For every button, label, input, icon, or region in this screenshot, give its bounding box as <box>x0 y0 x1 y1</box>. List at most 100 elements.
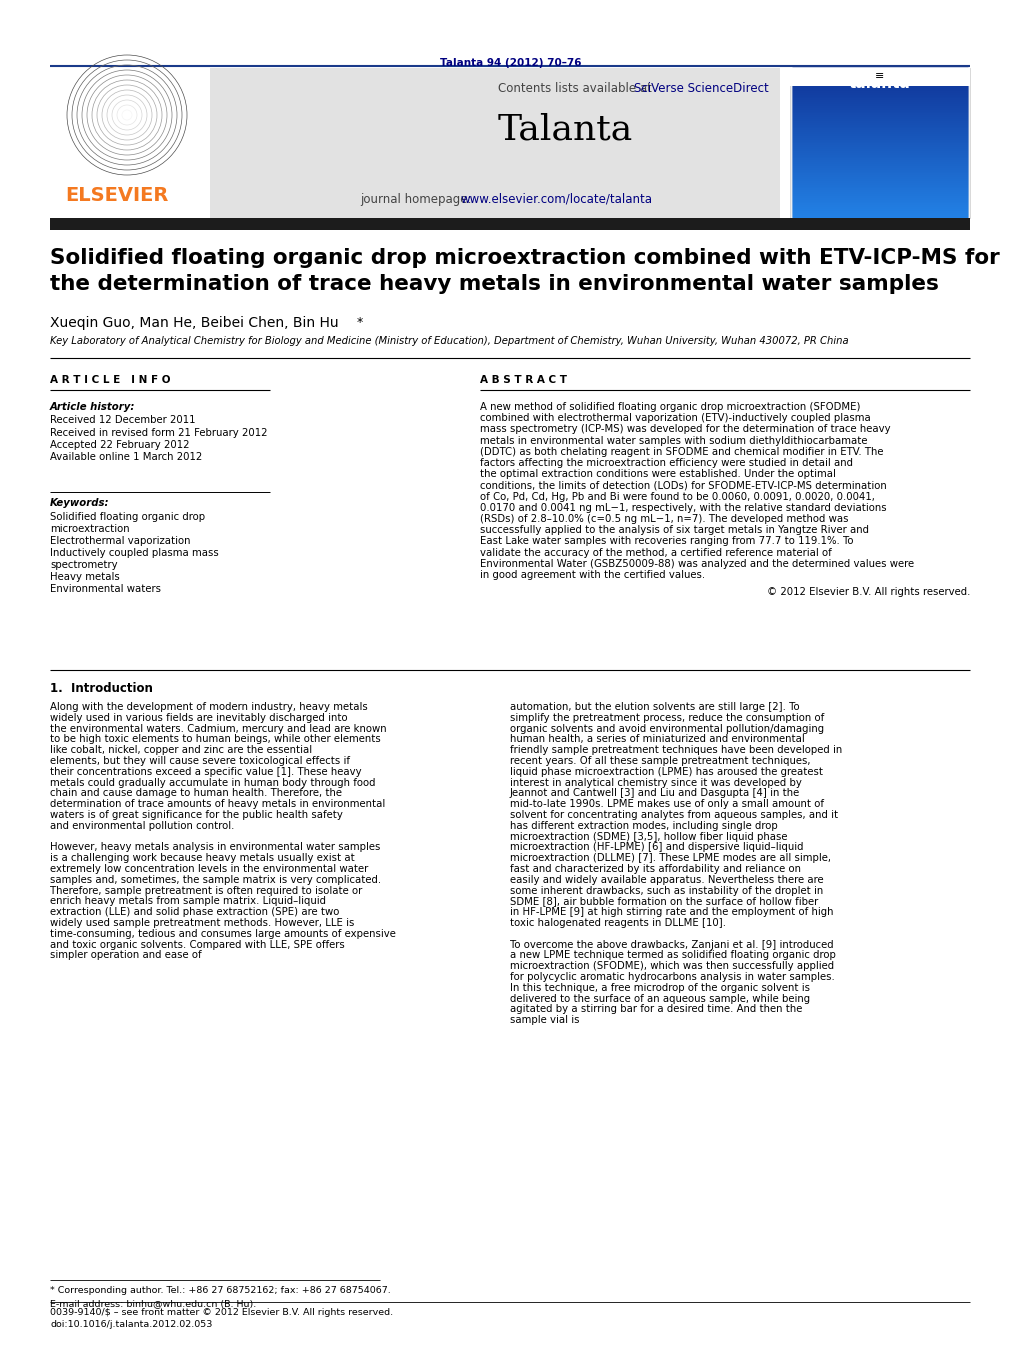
Text: Article history:: Article history: <box>50 403 136 412</box>
Text: the determination of trace heavy metals in environmental water samples: the determination of trace heavy metals … <box>50 274 939 295</box>
Text: East Lake water samples with recoveries ranging from 77.7 to 119.1%. To: East Lake water samples with recoveries … <box>480 536 854 546</box>
Text: sample vial is: sample vial is <box>510 1015 580 1025</box>
Text: microextraction (SFODME), which was then successfully applied: microextraction (SFODME), which was then… <box>510 961 834 971</box>
Text: *: * <box>357 316 363 330</box>
Text: microextraction (SDME) [3,5], hollow fiber liquid phase: microextraction (SDME) [3,5], hollow fib… <box>510 832 787 842</box>
Text: and toxic organic solvents. Compared with LLE, SPE offers: and toxic organic solvents. Compared wit… <box>50 939 345 950</box>
Bar <box>790 68 970 86</box>
Text: toxic halogenated reagents in DLLME [10].: toxic halogenated reagents in DLLME [10]… <box>510 917 726 928</box>
Text: has different extraction modes, including single drop: has different extraction modes, includin… <box>510 821 778 831</box>
Text: Inductively coupled plasma mass: Inductively coupled plasma mass <box>50 549 218 558</box>
Text: metals in environmental water samples with sodium diethyldithiocarbamate: metals in environmental water samples wi… <box>480 435 868 446</box>
Text: in good agreement with the certified values.: in good agreement with the certified val… <box>480 570 706 580</box>
Text: simpler operation and ease of: simpler operation and ease of <box>50 950 201 961</box>
Text: liquid phase microextraction (LPME) has aroused the greatest: liquid phase microextraction (LPME) has … <box>510 767 823 777</box>
Text: is a challenging work because heavy metals usually exist at: is a challenging work because heavy meta… <box>50 854 354 863</box>
Bar <box>65 73 190 188</box>
Text: of Co, Pd, Cd, Hg, Pb and Bi were found to be 0.0060, 0.0091, 0.0020, 0.0041,: of Co, Pd, Cd, Hg, Pb and Bi were found … <box>480 492 875 501</box>
Text: to be high toxic elements to human beings, while other elements: to be high toxic elements to human being… <box>50 735 381 744</box>
Text: 0.0170 and 0.0041 ng mL−1, respectively, with the relative standard deviations: 0.0170 and 0.0041 ng mL−1, respectively,… <box>480 503 886 513</box>
Text: Jeannot and Cantwell [3] and Liu and Dasgupta [4] in the: Jeannot and Cantwell [3] and Liu and Das… <box>510 789 800 798</box>
Text: a new LPME technique termed as solidified floating organic drop: a new LPME technique termed as solidifie… <box>510 950 836 961</box>
Text: mid-to-late 1990s. LPME makes use of only a small amount of: mid-to-late 1990s. LPME makes use of onl… <box>510 800 824 809</box>
Text: mass spectrometry (ICP-MS) was developed for the determination of trace heavy: mass spectrometry (ICP-MS) was developed… <box>480 424 890 435</box>
Text: To overcome the above drawbacks, Zanjani et al. [9] introduced: To overcome the above drawbacks, Zanjani… <box>510 939 833 950</box>
Text: easily and widely available apparatus. Nevertheless there are: easily and widely available apparatus. N… <box>510 875 824 885</box>
Text: A R T I C L E   I N F O: A R T I C L E I N F O <box>50 376 171 385</box>
Bar <box>50 218 970 230</box>
Text: successfully applied to the analysis of six target metals in Yangtze River and: successfully applied to the analysis of … <box>480 526 869 535</box>
Text: and environmental pollution control.: and environmental pollution control. <box>50 821 235 831</box>
Text: enrich heavy metals from sample matrix. Liquid–liquid: enrich heavy metals from sample matrix. … <box>50 897 326 907</box>
Bar <box>210 68 780 218</box>
Text: Solidified floating organic drop microextraction combined with ETV-ICP-MS for: Solidified floating organic drop microex… <box>50 249 1000 267</box>
Text: In this technique, a free microdrop of the organic solvent is: In this technique, a free microdrop of t… <box>510 982 810 993</box>
Text: extremely low concentration levels in the environmental water: extremely low concentration levels in th… <box>50 865 369 874</box>
Text: determination of trace amounts of heavy metals in environmental: determination of trace amounts of heavy … <box>50 800 385 809</box>
Text: microextraction: microextraction <box>50 524 130 534</box>
Text: waters is of great significance for the public health safety: waters is of great significance for the … <box>50 811 343 820</box>
Text: human health, a series of miniaturized and environmental: human health, a series of miniaturized a… <box>510 735 805 744</box>
Text: automation, but the elution solvents are still large [2]. To: automation, but the elution solvents are… <box>510 703 799 712</box>
Text: the optimal extraction conditions were established. Under the optimal: the optimal extraction conditions were e… <box>480 469 836 480</box>
Text: agitated by a stirring bar for a desired time. And then the: agitated by a stirring bar for a desired… <box>510 1004 803 1015</box>
Text: Talanta: Talanta <box>498 113 633 147</box>
Text: SDME [8], air bubble formation on the surface of hollow fiber: SDME [8], air bubble formation on the su… <box>510 897 818 907</box>
Text: for polycyclic aromatic hydrocarbons analysis in water samples.: for polycyclic aromatic hydrocarbons ana… <box>510 971 835 982</box>
Text: 1.  Introduction: 1. Introduction <box>50 682 153 694</box>
Text: Environmental Water (GSBZ50009-88) was analyzed and the determined values were: Environmental Water (GSBZ50009-88) was a… <box>480 559 914 569</box>
Text: talanta: talanta <box>849 76 911 91</box>
Text: interest in analytical chemistry since it was developed by: interest in analytical chemistry since i… <box>510 778 801 788</box>
Text: Available online 1 March 2012: Available online 1 March 2012 <box>50 453 202 462</box>
Text: E-mail address: binhu@whu.edu.cn (B. Hu).: E-mail address: binhu@whu.edu.cn (B. Hu)… <box>50 1300 256 1308</box>
Text: Along with the development of modern industry, heavy metals: Along with the development of modern ind… <box>50 703 368 712</box>
Text: recent years. Of all these sample pretreatment techniques,: recent years. Of all these sample pretre… <box>510 757 811 766</box>
Text: Electrothermal vaporization: Electrothermal vaporization <box>50 536 191 546</box>
Text: A new method of solidified floating organic drop microextraction (SFODME): A new method of solidified floating orga… <box>480 403 861 412</box>
Text: * Corresponding author. Tel.: +86 27 68752162; fax: +86 27 68754067.: * Corresponding author. Tel.: +86 27 687… <box>50 1286 391 1296</box>
Text: conditions, the limits of detection (LODs) for SFODME-ETV-ICP-MS determination: conditions, the limits of detection (LOD… <box>480 481 887 490</box>
Text: Accepted 22 February 2012: Accepted 22 February 2012 <box>50 440 190 450</box>
Text: Received 12 December 2011: Received 12 December 2011 <box>50 415 195 426</box>
Text: www.elsevier.com/locate/talanta: www.elsevier.com/locate/talanta <box>460 193 652 205</box>
Text: samples and, sometimes, the sample matrix is very complicated.: samples and, sometimes, the sample matri… <box>50 875 381 885</box>
Text: Talanta 94 (2012) 70–76: Talanta 94 (2012) 70–76 <box>440 58 582 68</box>
Text: delivered to the surface of an aqueous sample, while being: delivered to the surface of an aqueous s… <box>510 993 810 1004</box>
Text: metals could gradually accumulate in human body through food: metals could gradually accumulate in hum… <box>50 778 376 788</box>
Text: Xueqin Guo, Man He, Beibei Chen, Bin Hu: Xueqin Guo, Man He, Beibei Chen, Bin Hu <box>50 316 339 330</box>
Text: Environmental waters: Environmental waters <box>50 584 161 594</box>
Text: in HF-LPME [9] at high stirring rate and the employment of high: in HF-LPME [9] at high stirring rate and… <box>510 908 833 917</box>
Text: © 2012 Elsevier B.V. All rights reserved.: © 2012 Elsevier B.V. All rights reserved… <box>767 588 970 597</box>
Text: microextraction (DLLME) [7]. These LPME modes are all simple,: microextraction (DLLME) [7]. These LPME … <box>510 854 831 863</box>
Text: ≡: ≡ <box>875 72 884 81</box>
Text: Keywords:: Keywords: <box>50 499 109 508</box>
Bar <box>790 68 970 218</box>
Text: microextraction (HF-LPME) [6] and dispersive liquid–liquid: microextraction (HF-LPME) [6] and disper… <box>510 843 804 852</box>
Text: their concentrations exceed a specific value [1]. These heavy: their concentrations exceed a specific v… <box>50 767 361 777</box>
Text: journal homepage:: journal homepage: <box>360 193 475 205</box>
Text: friendly sample pretreatment techniques have been developed in: friendly sample pretreatment techniques … <box>510 746 842 755</box>
Text: SciVerse ScienceDirect: SciVerse ScienceDirect <box>634 82 769 95</box>
Text: some inherent drawbacks, such as instability of the droplet in: some inherent drawbacks, such as instabi… <box>510 886 823 896</box>
Bar <box>50 68 210 218</box>
Text: Contents lists available at: Contents lists available at <box>498 82 655 95</box>
Text: ELSEVIER: ELSEVIER <box>65 186 168 205</box>
Text: like cobalt, nickel, copper and zinc are the essential: like cobalt, nickel, copper and zinc are… <box>50 746 312 755</box>
Text: solvent for concentrating analytes from aqueous samples, and it: solvent for concentrating analytes from … <box>510 811 838 820</box>
Text: widely used sample pretreatment methods. However, LLE is: widely used sample pretreatment methods.… <box>50 917 354 928</box>
Text: organic solvents and avoid environmental pollution/damaging: organic solvents and avoid environmental… <box>510 724 824 734</box>
Text: fast and characterized by its affordability and reliance on: fast and characterized by its affordabil… <box>510 865 801 874</box>
Text: extraction (LLE) and solid phase extraction (SPE) are two: extraction (LLE) and solid phase extract… <box>50 908 339 917</box>
Text: 0039-9140/$ – see front matter © 2012 Elsevier B.V. All rights reserved.: 0039-9140/$ – see front matter © 2012 El… <box>50 1308 393 1317</box>
Text: doi:10.1016/j.talanta.2012.02.053: doi:10.1016/j.talanta.2012.02.053 <box>50 1320 212 1329</box>
Text: (DDTC) as both chelating reagent in SFODME and chemical modifier in ETV. The: (DDTC) as both chelating reagent in SFOD… <box>480 447 883 457</box>
Text: A B S T R A C T: A B S T R A C T <box>480 376 567 385</box>
Text: spectrometry: spectrometry <box>50 561 117 570</box>
Text: Key Laboratory of Analytical Chemistry for Biology and Medicine (Ministry of Edu: Key Laboratory of Analytical Chemistry f… <box>50 336 848 346</box>
Text: validate the accuracy of the method, a certified reference material of: validate the accuracy of the method, a c… <box>480 547 832 558</box>
Text: Received in revised form 21 February 2012: Received in revised form 21 February 201… <box>50 427 268 438</box>
Text: widely used in various fields are inevitably discharged into: widely used in various fields are inevit… <box>50 713 347 723</box>
Text: factors affecting the microextraction efficiency were studied in detail and: factors affecting the microextraction ef… <box>480 458 853 467</box>
Text: (RSDs) of 2.8–10.0% (c=0.5 ng mL−1, n=7). The developed method was: (RSDs) of 2.8–10.0% (c=0.5 ng mL−1, n=7)… <box>480 513 848 524</box>
Text: time-consuming, tedious and consumes large amounts of expensive: time-consuming, tedious and consumes lar… <box>50 928 396 939</box>
